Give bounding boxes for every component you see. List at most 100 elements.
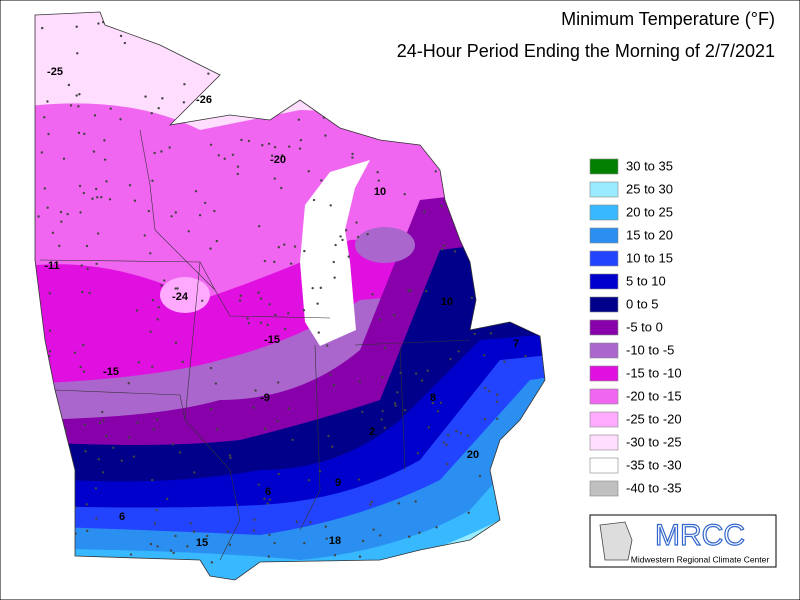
- map-value-label: -15: [103, 366, 119, 378]
- legend-label: -20 to -15: [626, 388, 682, 403]
- map-value-label: 20: [467, 449, 479, 461]
- station-dot: [379, 534, 382, 537]
- station-dot: [51, 231, 55, 235]
- station-dot: [127, 382, 130, 385]
- station-dot: [151, 179, 154, 182]
- station-dot: [378, 318, 382, 321]
- station-dot: [259, 297, 263, 300]
- station-dot: [453, 250, 457, 253]
- station-dot: [108, 198, 112, 201]
- station-dot: [267, 555, 270, 558]
- legend-label: 30 to 35: [626, 158, 673, 173]
- station-dot: [174, 287, 177, 290]
- station-dot: [370, 500, 373, 504]
- station-dot: [325, 344, 329, 347]
- station-dot: [85, 244, 89, 248]
- station-dot: [503, 360, 506, 363]
- station-dot: [416, 451, 420, 455]
- legend-swatch: [589, 158, 619, 175]
- station-dot: [238, 299, 242, 302]
- map-value-label: 2: [369, 426, 375, 438]
- station-dot: [264, 427, 267, 430]
- station-dot: [273, 145, 277, 149]
- station-dot: [431, 401, 435, 405]
- station-dot: [291, 438, 294, 441]
- station-dot: [263, 259, 267, 263]
- station-dot: [420, 379, 424, 382]
- station-dot: [95, 517, 98, 520]
- logo: MRCC Midwestern Regional Climate Center: [589, 514, 777, 568]
- station-dot: [48, 329, 52, 332]
- station-dot: [287, 407, 290, 410]
- station-dot: [209, 366, 213, 370]
- station-dot: [309, 521, 312, 524]
- legend-label: -5 to 0: [626, 319, 663, 334]
- station-dot: [120, 459, 123, 462]
- station-dot: [160, 284, 163, 287]
- station-dot: [445, 443, 448, 447]
- lake-michigan: [300, 160, 370, 346]
- station-dot: [92, 150, 96, 153]
- station-dot: [83, 423, 87, 426]
- station-dot: [96, 196, 99, 199]
- station-dot: [483, 418, 487, 421]
- station-dot: [79, 365, 82, 369]
- station-dot: [457, 350, 460, 353]
- station-dot: [91, 197, 94, 200]
- station-dot: [82, 191, 86, 195]
- station-dot: [341, 238, 344, 242]
- station-dot: [169, 549, 173, 552]
- station-dot: [67, 83, 71, 87]
- station-dot: [383, 426, 387, 430]
- station-dot: [240, 138, 243, 142]
- station-dot: [209, 247, 212, 250]
- station-dot: [151, 299, 155, 302]
- station-dot: [283, 243, 286, 246]
- station-dot: [160, 150, 163, 153]
- legend-swatch: [589, 319, 619, 336]
- station-dot: [156, 545, 159, 548]
- station-dot: [82, 343, 85, 347]
- map-value-label: -15: [264, 334, 280, 346]
- station-dot: [96, 232, 100, 235]
- station-dot: [377, 179, 380, 182]
- station-dot: [399, 371, 402, 375]
- legend-swatch: [589, 411, 619, 428]
- station-dot: [203, 201, 207, 205]
- station-dot: [332, 383, 336, 387]
- station-dot: [325, 537, 328, 540]
- station-dot: [46, 100, 49, 103]
- station-dot: [93, 114, 97, 117]
- station-dot: [423, 210, 426, 213]
- legend-swatch: [589, 480, 619, 497]
- station-dot: [403, 192, 406, 196]
- station-dot: [137, 361, 141, 364]
- station-dot: [153, 522, 157, 525]
- station-dot: [317, 331, 320, 334]
- station-dot: [88, 291, 91, 295]
- station-dot: [319, 286, 323, 290]
- station-dot: [466, 434, 469, 437]
- station-dot: [60, 220, 63, 223]
- station-dot: [366, 232, 369, 236]
- station-dot: [216, 428, 219, 431]
- station-dot: [351, 156, 354, 159]
- station-dot: [178, 451, 182, 454]
- station-dot: [443, 244, 446, 247]
- station-dot: [80, 264, 83, 267]
- station-dot: [228, 543, 232, 546]
- station-dot: [347, 255, 350, 258]
- station-dot: [280, 186, 283, 190]
- legend-label: 15 to 20: [626, 227, 673, 242]
- station-dot: [192, 530, 196, 533]
- station-dot: [266, 502, 269, 505]
- station-dot: [418, 531, 421, 534]
- station-dot: [206, 534, 209, 538]
- station-dot: [98, 421, 102, 425]
- station-dot: [324, 134, 327, 137]
- station-dot: [397, 502, 400, 505]
- station-dot: [273, 177, 276, 180]
- station-dot: [83, 132, 86, 136]
- map-value-label: 6: [265, 486, 271, 498]
- station-dot: [94, 487, 98, 490]
